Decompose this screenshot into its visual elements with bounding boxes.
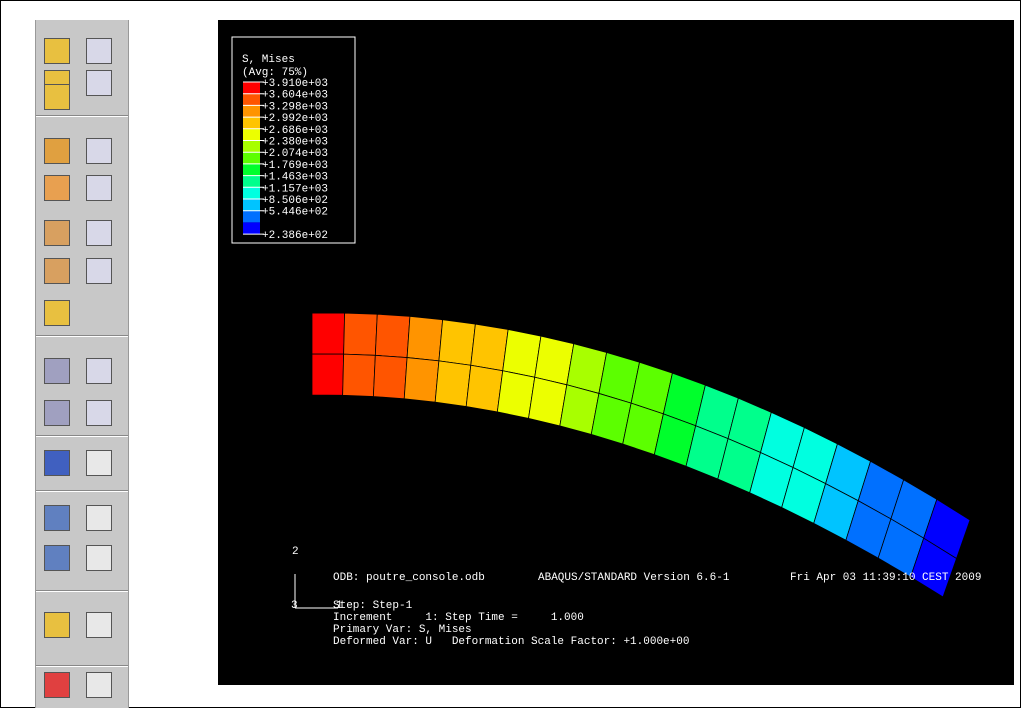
tool-button[interactable] [44,545,70,571]
tool-button[interactable] [86,672,112,698]
element [312,313,345,354]
tool-button[interactable] [86,400,112,426]
separator [36,115,128,117]
legend-label: +2.686e+03 [262,125,328,137]
separator [36,590,128,592]
element [466,365,503,412]
legend-swatch [243,82,260,94]
toolbox [35,20,129,708]
step: Step: Step-1 [333,600,413,612]
legend-scale: +3.910e+03+3.604e+03+3.298e+03+2.992e+03… [243,78,328,242]
tool-button[interactable] [44,672,70,698]
legend-label: +3.604e+03 [262,90,328,102]
element [439,320,475,366]
tool-button[interactable] [44,138,70,164]
element [343,354,376,396]
tool-button[interactable] [44,505,70,531]
tool-button[interactable] [44,175,70,201]
tool-button[interactable] [86,138,112,164]
legend-swatch [243,152,260,164]
legend-swatch [243,94,260,106]
tool-button[interactable] [86,220,112,246]
legend-label: +3.910e+03 [262,78,328,90]
element [497,371,534,419]
element [375,314,410,357]
tool-button[interactable] [86,450,112,476]
element [373,355,407,398]
tool-button[interactable] [44,220,70,246]
element [471,324,508,371]
legend-swatch [243,222,260,234]
tool-button[interactable] [86,38,112,64]
separator [36,335,128,337]
legend-label: +3.298e+03 [262,101,328,113]
increment: Increment 1: Step Time = 1.000 [333,612,584,624]
legend-label: +5.446e+02 [262,207,328,219]
separator [36,665,128,667]
axis-label: 2 [292,546,299,558]
tool-button[interactable] [44,300,70,326]
legend-label: +8.506e+02 [262,195,328,207]
primary-var: Primary Var: S, Mises [333,624,472,636]
legend-label: +1.157e+03 [262,183,328,195]
legend-label: +1.463e+03 [262,172,328,184]
deformed-var: Deformed Var: U Deformation Scale Factor… [333,636,689,648]
tool-button[interactable] [44,612,70,638]
timestamp: Fri Apr 03 11:39:10 CEST 2009 [790,572,981,584]
tool-button[interactable] [44,450,70,476]
tool-button[interactable] [44,258,70,284]
tool-button[interactable] [44,38,70,64]
legend-label: +2.074e+03 [262,148,328,160]
tool-button[interactable] [86,358,112,384]
tool-button[interactable] [44,358,70,384]
deformed-mesh [312,313,970,597]
tool-button[interactable] [44,84,70,110]
legend-label: +2.992e+03 [262,113,328,125]
tool-button[interactable] [86,612,112,638]
legend-title: S, Mises [242,54,295,66]
legend-label: +2.380e+03 [262,137,328,149]
tool-button[interactable] [86,505,112,531]
legend-swatch [243,117,260,129]
tool-button[interactable] [86,70,112,96]
odb-name: ODB: poutre_console.odb [333,572,485,584]
tool-button[interactable] [86,175,112,201]
separator [36,435,128,437]
tool-button[interactable] [86,258,112,284]
tool-button[interactable] [86,545,112,571]
legend-swatch [243,211,260,223]
element [503,330,541,378]
viewport: S, Mises (Avg: 75%) +3.910e+03+3.604e+03… [218,20,1014,685]
element [312,354,344,395]
element [407,316,443,361]
element [344,313,378,355]
legend-swatch [243,176,260,188]
element [404,358,439,403]
separator [36,490,128,492]
legend-label: +2.386e+02 [262,230,328,242]
viewport-canvas: S, Mises (Avg: 75%) +3.910e+03+3.604e+03… [218,20,1014,685]
legend-swatch [243,199,260,211]
legend-swatch [243,164,260,176]
axis-label: 3 [291,600,298,612]
element [435,361,471,407]
legend-swatch [243,141,260,153]
tool-button[interactable] [44,400,70,426]
legend-swatch [243,187,260,199]
legend-label: +1.769e+03 [262,160,328,172]
legend-swatch [243,105,260,117]
version: ABAQUS/STANDARD Version 6.6-1 [538,572,730,584]
legend-swatch [243,129,260,141]
